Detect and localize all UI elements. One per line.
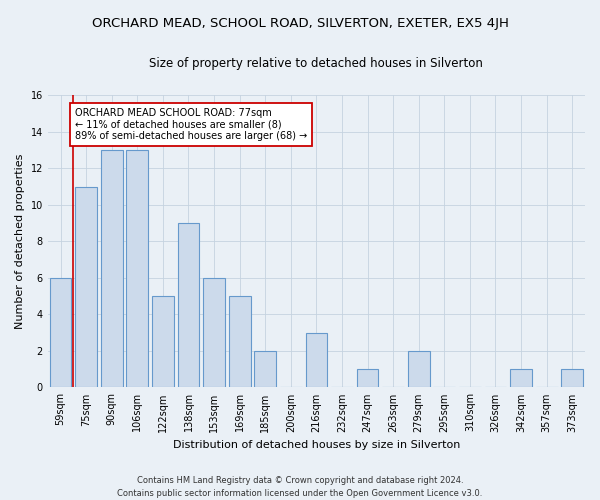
Y-axis label: Number of detached properties: Number of detached properties — [15, 154, 25, 329]
Title: Size of property relative to detached houses in Silverton: Size of property relative to detached ho… — [149, 58, 484, 70]
Bar — [510, 369, 532, 388]
Bar — [408, 351, 430, 388]
Bar — [127, 150, 148, 388]
Text: ORCHARD MEAD, SCHOOL ROAD, SILVERTON, EXETER, EX5 4JH: ORCHARD MEAD, SCHOOL ROAD, SILVERTON, EX… — [92, 18, 508, 30]
Bar — [50, 278, 71, 388]
Bar — [254, 351, 276, 388]
Bar — [203, 278, 225, 388]
X-axis label: Distribution of detached houses by size in Silverton: Distribution of detached houses by size … — [173, 440, 460, 450]
Bar — [305, 332, 327, 388]
Text: Contains HM Land Registry data © Crown copyright and database right 2024.
Contai: Contains HM Land Registry data © Crown c… — [118, 476, 482, 498]
Bar — [356, 369, 379, 388]
Bar — [75, 186, 97, 388]
Bar — [562, 369, 583, 388]
Bar — [152, 296, 174, 388]
Bar — [101, 150, 122, 388]
Bar — [229, 296, 251, 388]
Text: ORCHARD MEAD SCHOOL ROAD: 77sqm
← 11% of detached houses are smaller (8)
89% of : ORCHARD MEAD SCHOOL ROAD: 77sqm ← 11% of… — [75, 108, 307, 142]
Bar — [178, 223, 199, 388]
